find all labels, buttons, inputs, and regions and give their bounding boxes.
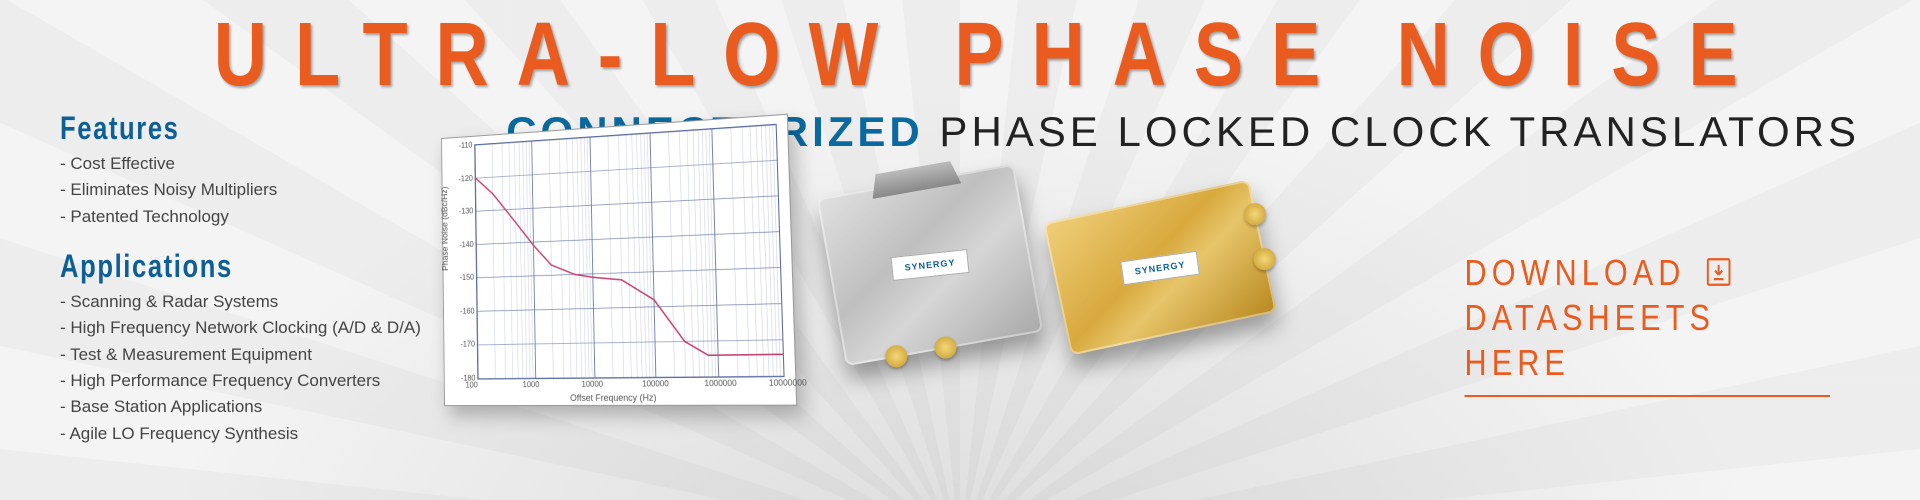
application-item: Test & Measurement Equipment [60, 342, 480, 368]
sma-connector-icon [1251, 246, 1277, 272]
phase-noise-chart: Phase Noise (dBc/Hz) Offset Frequency (H… [430, 125, 790, 405]
product-module-gold: SYNERGY [1043, 180, 1276, 356]
hero-headline: ULTRA-LOW PHASE NOISE [214, 10, 1706, 100]
feature-item: Patented Technology [60, 204, 480, 230]
module-brand-label: SYNERGY [890, 249, 969, 281]
feature-item: Cost Effective [60, 151, 480, 177]
application-item: High Performance Frequency Converters [60, 368, 480, 394]
sma-connector-icon [933, 335, 958, 360]
dsub-connector-icon [868, 160, 961, 199]
features-heading: Features [60, 110, 396, 147]
subhead-rest: PHASE LOCKED CLOCK TRANSLATORS [924, 108, 1860, 155]
sma-connector-icon [884, 343, 909, 368]
download-icon [1704, 255, 1733, 289]
application-item: Scanning & Radar Systems [60, 289, 480, 315]
module-brand-label: SYNERGY [1120, 250, 1200, 284]
download-datasheets-link[interactable]: DOWNLOAD DATASHEETS HERE [1465, 250, 1831, 397]
chart-xlabel: Offset Frequency (Hz) [445, 392, 796, 403]
applications-heading: Applications [60, 248, 396, 285]
product-module-silver: SYNERGY [817, 164, 1043, 366]
sma-connector-icon [1242, 201, 1268, 227]
applications-list: Scanning & Radar Systems High Frequency … [60, 289, 480, 447]
cta-line1: DOWNLOAD [1465, 252, 1686, 293]
features-list: Cost Effective Eliminates Noisy Multipli… [60, 151, 480, 230]
cta-line2: DATASHEETS HERE [1465, 297, 1715, 383]
application-item: Agile LO Frequency Synthesis [60, 421, 480, 447]
chart-ylabel: Phase Noise (dBc/Hz) [440, 186, 450, 271]
feature-item: Eliminates Noisy Multipliers [60, 177, 480, 203]
application-item: High Frequency Network Clocking (A/D & D… [60, 315, 480, 341]
left-column: Features Cost Effective Eliminates Noisy… [60, 110, 480, 465]
application-item: Base Station Applications [60, 394, 480, 420]
